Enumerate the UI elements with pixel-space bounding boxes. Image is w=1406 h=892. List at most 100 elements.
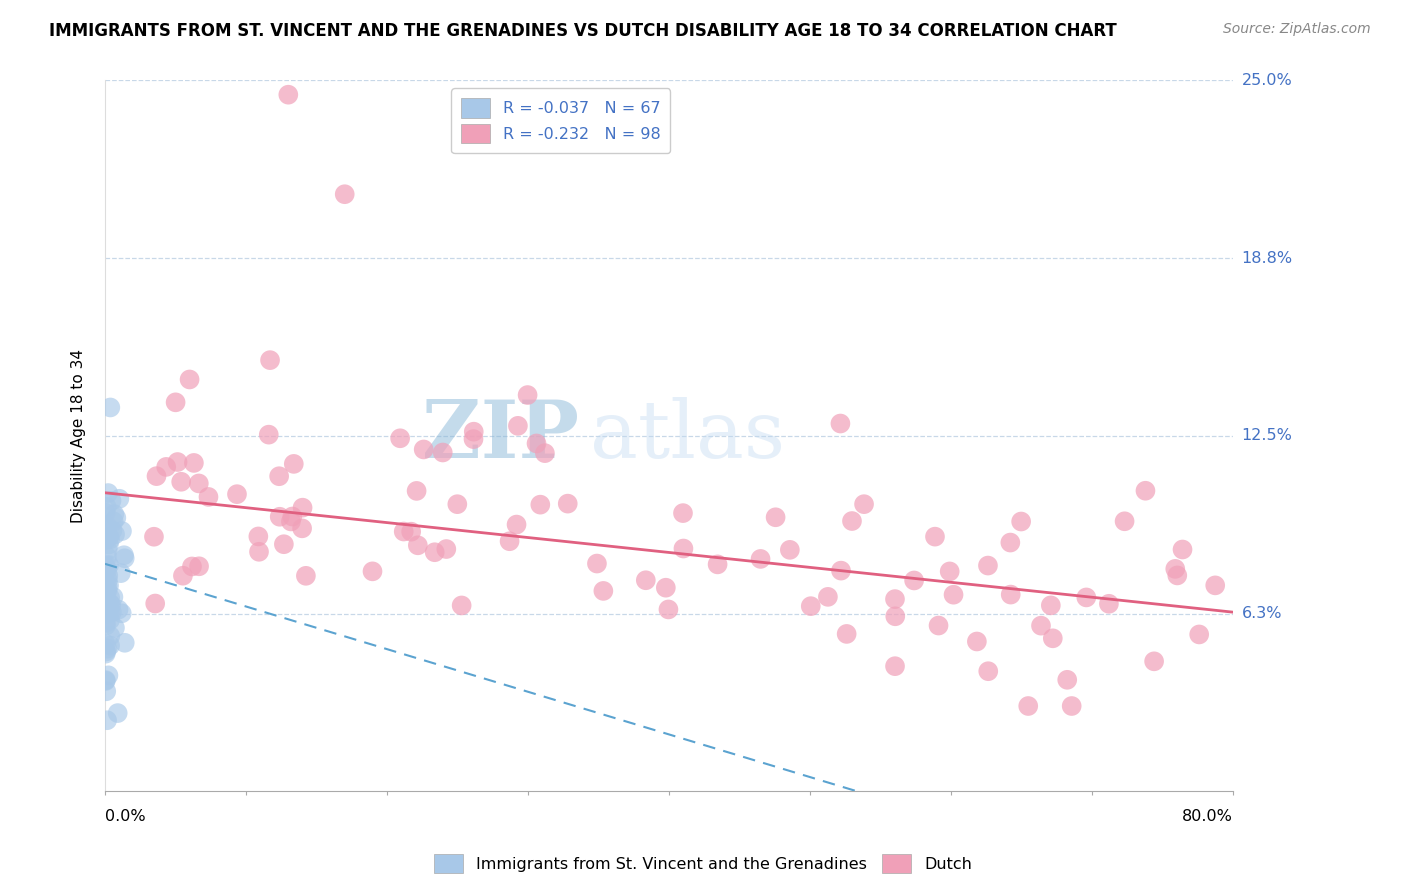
Point [96, 605, 118, 619]
Point [114, 636, 136, 650]
Point [884, 592, 907, 607]
Point [97, 568, 120, 582]
Point [100, 493, 122, 508]
Point [977, 664, 1000, 678]
Point [1135, 483, 1157, 498]
Point [165, 395, 187, 409]
Point [412, 442, 434, 457]
Text: ZIP: ZIP [422, 397, 579, 475]
Point [94, 533, 117, 547]
Point [516, 388, 538, 402]
Point [98, 578, 121, 592]
Point [183, 456, 205, 470]
Point [143, 597, 166, 611]
Text: 18.8%: 18.8% [1241, 251, 1292, 266]
Point [392, 524, 415, 539]
Point [172, 568, 194, 582]
Point [399, 524, 422, 539]
Point [586, 557, 609, 571]
Point [96, 549, 118, 564]
Point [657, 602, 679, 616]
Point [103, 515, 125, 529]
Point [655, 581, 678, 595]
Point [672, 506, 695, 520]
Point [96, 564, 118, 578]
Point [197, 490, 219, 504]
Point [977, 558, 1000, 573]
Point [928, 618, 950, 632]
Text: 0.0%: 0.0% [105, 809, 146, 824]
Point [423, 545, 446, 559]
Point [94, 673, 117, 688]
Point [94, 637, 117, 651]
Point [94, 592, 117, 607]
Point [1166, 568, 1188, 582]
Point [706, 558, 728, 572]
Point [145, 469, 167, 483]
Point [1164, 562, 1187, 576]
Point [101, 524, 124, 538]
Point [817, 590, 839, 604]
Point [155, 459, 177, 474]
Point [295, 569, 318, 583]
Point [389, 431, 412, 445]
Point [104, 527, 127, 541]
Point [283, 457, 305, 471]
Text: 25.0%: 25.0% [1241, 73, 1292, 88]
Point [94, 647, 117, 661]
Point [1039, 599, 1062, 613]
Point [96, 684, 118, 698]
Point [104, 621, 127, 635]
Point [498, 534, 520, 549]
Point [188, 559, 211, 574]
Point [98, 530, 121, 544]
Point [277, 87, 299, 102]
Point [247, 545, 270, 559]
Point [96, 607, 118, 621]
Point [1017, 698, 1039, 713]
Point [97, 537, 120, 551]
Point [94, 673, 117, 687]
Point [924, 530, 946, 544]
Point [111, 607, 134, 621]
Point [103, 507, 125, 521]
Point [259, 353, 281, 368]
Point [672, 541, 695, 556]
Point [1098, 597, 1121, 611]
Point [903, 574, 925, 588]
Point [526, 436, 548, 450]
Point [96, 523, 118, 537]
Point [1204, 578, 1226, 592]
Point [98, 558, 121, 572]
Point [800, 599, 823, 614]
Point [96, 579, 118, 593]
Point [94, 618, 117, 632]
Point [1143, 654, 1166, 668]
Point [506, 418, 529, 433]
Point [97, 486, 120, 500]
Point [505, 517, 527, 532]
Point [291, 500, 314, 515]
Point [765, 510, 787, 524]
Point [170, 475, 193, 489]
Point [966, 634, 988, 648]
Point [98, 639, 121, 653]
Point [98, 629, 121, 643]
Point [938, 565, 960, 579]
Point [853, 497, 876, 511]
Point [97, 573, 120, 587]
Point [749, 552, 772, 566]
Point [830, 417, 852, 431]
Point [269, 469, 291, 483]
Point [98, 604, 121, 618]
Point [187, 476, 209, 491]
Point [361, 565, 384, 579]
Point [98, 401, 121, 415]
Point [592, 583, 614, 598]
Point [94, 581, 117, 595]
Text: 80.0%: 80.0% [1182, 809, 1233, 824]
Point [280, 515, 302, 529]
Point [1060, 698, 1083, 713]
Text: 12.5%: 12.5% [1241, 428, 1292, 443]
Point [181, 559, 204, 574]
